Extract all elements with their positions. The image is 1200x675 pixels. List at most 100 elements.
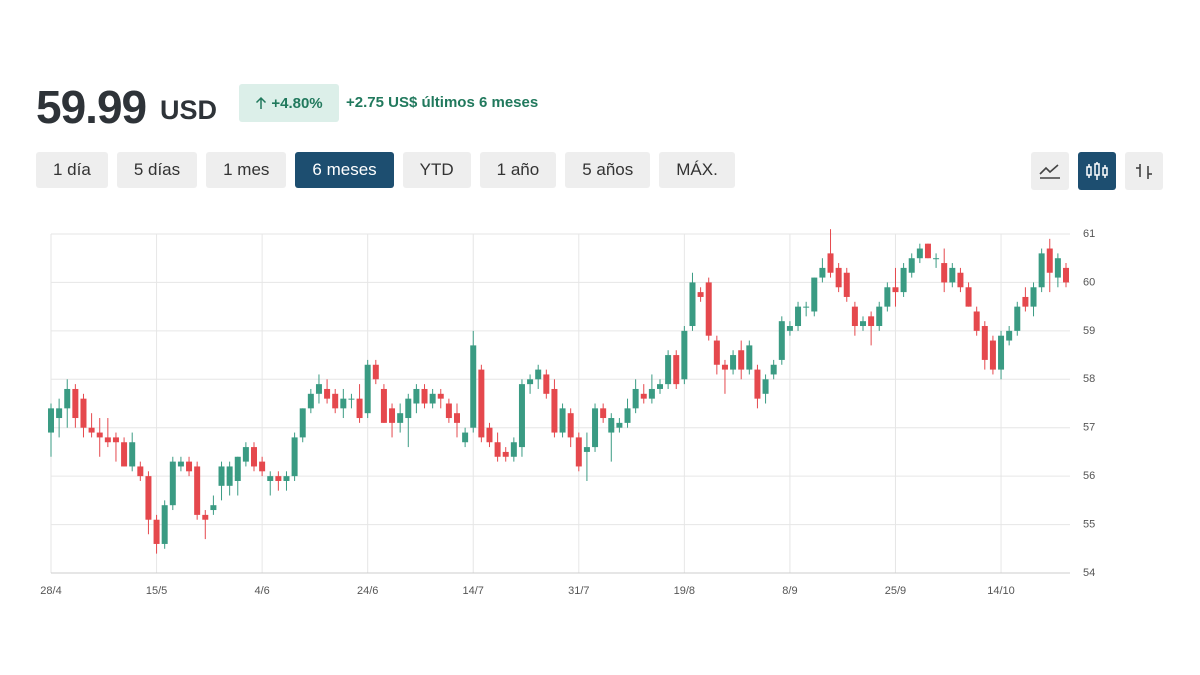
candle-body xyxy=(389,408,396,423)
candle-body xyxy=(48,408,54,433)
range-button[interactable]: 5 días xyxy=(116,152,198,188)
line-chart-button[interactable] xyxy=(1031,152,1069,190)
candle-body xyxy=(535,369,542,380)
candlestick-button[interactable] xyxy=(1078,152,1116,190)
candle-body xyxy=(924,243,931,259)
candle-body xyxy=(80,398,87,428)
candle-body xyxy=(307,393,314,409)
candle-body xyxy=(1046,248,1053,273)
candle-body xyxy=(892,287,899,293)
candle-body xyxy=(145,476,152,520)
range-button[interactable]: 1 mes xyxy=(206,152,287,188)
candle-body xyxy=(640,393,647,399)
candle-body xyxy=(251,447,257,467)
candle-body xyxy=(746,345,753,370)
candle-body xyxy=(900,267,907,293)
candle-body xyxy=(876,306,883,327)
candle-body xyxy=(275,476,282,481)
candle-body xyxy=(957,272,964,288)
x-tick-label: 4/6 xyxy=(254,585,269,597)
ohlc-icon xyxy=(1136,164,1152,179)
range-button[interactable]: YTD xyxy=(402,152,471,188)
change-text: +2.75 US$ últimos 6 meses xyxy=(346,94,539,111)
chart: 54 55 56 57 58 59 60 61 28/4 15/5 4/6 24/6 14/7 31/7 1… xyxy=(40,228,1095,597)
candle-body xyxy=(226,466,233,486)
candle-body xyxy=(494,442,501,457)
candle-body xyxy=(161,505,168,544)
candle-body xyxy=(860,321,866,327)
candle-body xyxy=(96,432,103,438)
candle-body xyxy=(121,442,128,467)
candle-body xyxy=(762,379,769,394)
candle-body xyxy=(632,388,639,409)
ohlc-button[interactable] xyxy=(1125,152,1163,190)
candle-body xyxy=(583,447,590,452)
up-arrow-icon xyxy=(256,96,267,109)
candle-body xyxy=(778,321,785,360)
candle-body xyxy=(559,408,566,433)
candle-body xyxy=(153,519,160,544)
chart-type-buttons xyxy=(1031,152,1163,190)
candle-body xyxy=(202,514,209,520)
candle-body xyxy=(827,253,834,273)
candle-body xyxy=(689,282,696,327)
candle-body xyxy=(1006,330,1013,341)
range-button[interactable]: 5 años xyxy=(565,152,651,188)
y-tick-label: 55 xyxy=(1083,518,1095,530)
candle-body xyxy=(657,384,663,389)
candle-body xyxy=(795,306,802,327)
candle-body xyxy=(835,267,842,288)
candle-body xyxy=(64,388,71,409)
candle-body xyxy=(186,461,193,472)
x-tick-label: 31/7 xyxy=(568,585,589,597)
candle-body xyxy=(421,388,428,404)
candle-body xyxy=(437,393,444,399)
range-button[interactable]: 1 día xyxy=(36,152,108,188)
x-tick-label: 14/7 xyxy=(463,585,484,597)
candle-body xyxy=(259,461,266,472)
candle-body xyxy=(949,267,956,283)
range-button[interactable]: MÁX. xyxy=(659,152,735,188)
candle-body xyxy=(648,388,655,399)
candle-body xyxy=(981,326,988,360)
candle-body xyxy=(510,442,517,457)
y-tick-label: 60 xyxy=(1083,276,1095,288)
candle-body xyxy=(210,505,217,511)
range-button[interactable]: 1 año xyxy=(479,152,557,188)
candle-body xyxy=(1054,258,1061,278)
candle-body xyxy=(616,422,623,428)
candle-body xyxy=(169,461,176,506)
candle-body xyxy=(721,364,728,370)
candle-body xyxy=(592,408,599,448)
candle-body xyxy=(56,408,63,419)
x-tick-label: 14/10 xyxy=(987,585,1015,597)
candle-body xyxy=(478,369,485,438)
candle-body xyxy=(575,437,582,467)
candle-body xyxy=(567,413,574,438)
candle-body xyxy=(989,340,996,370)
candle-body xyxy=(348,398,355,400)
candle-body xyxy=(1063,267,1069,283)
candle-body xyxy=(730,355,737,370)
candle-body xyxy=(1038,253,1045,288)
candle-body xyxy=(324,388,331,399)
candle-body xyxy=(445,403,452,419)
candle-body xyxy=(137,466,144,477)
candle-body xyxy=(803,306,810,308)
candle-body xyxy=(405,398,412,419)
x-tick-label: 24/6 xyxy=(357,585,378,597)
candle-body xyxy=(291,437,298,477)
range-button[interactable]: 6 meses xyxy=(295,152,394,188)
candle-body xyxy=(1022,296,1029,307)
line-icon xyxy=(1039,164,1060,179)
candle-body xyxy=(340,398,347,409)
candle-body xyxy=(242,447,249,462)
candle-body xyxy=(786,326,793,331)
candle-body xyxy=(908,258,915,273)
candle-body xyxy=(933,258,940,260)
candle-body xyxy=(624,408,631,423)
candle-body xyxy=(681,330,688,380)
candle-body xyxy=(754,369,761,399)
candle-body xyxy=(234,456,241,481)
candle-body xyxy=(72,388,79,419)
